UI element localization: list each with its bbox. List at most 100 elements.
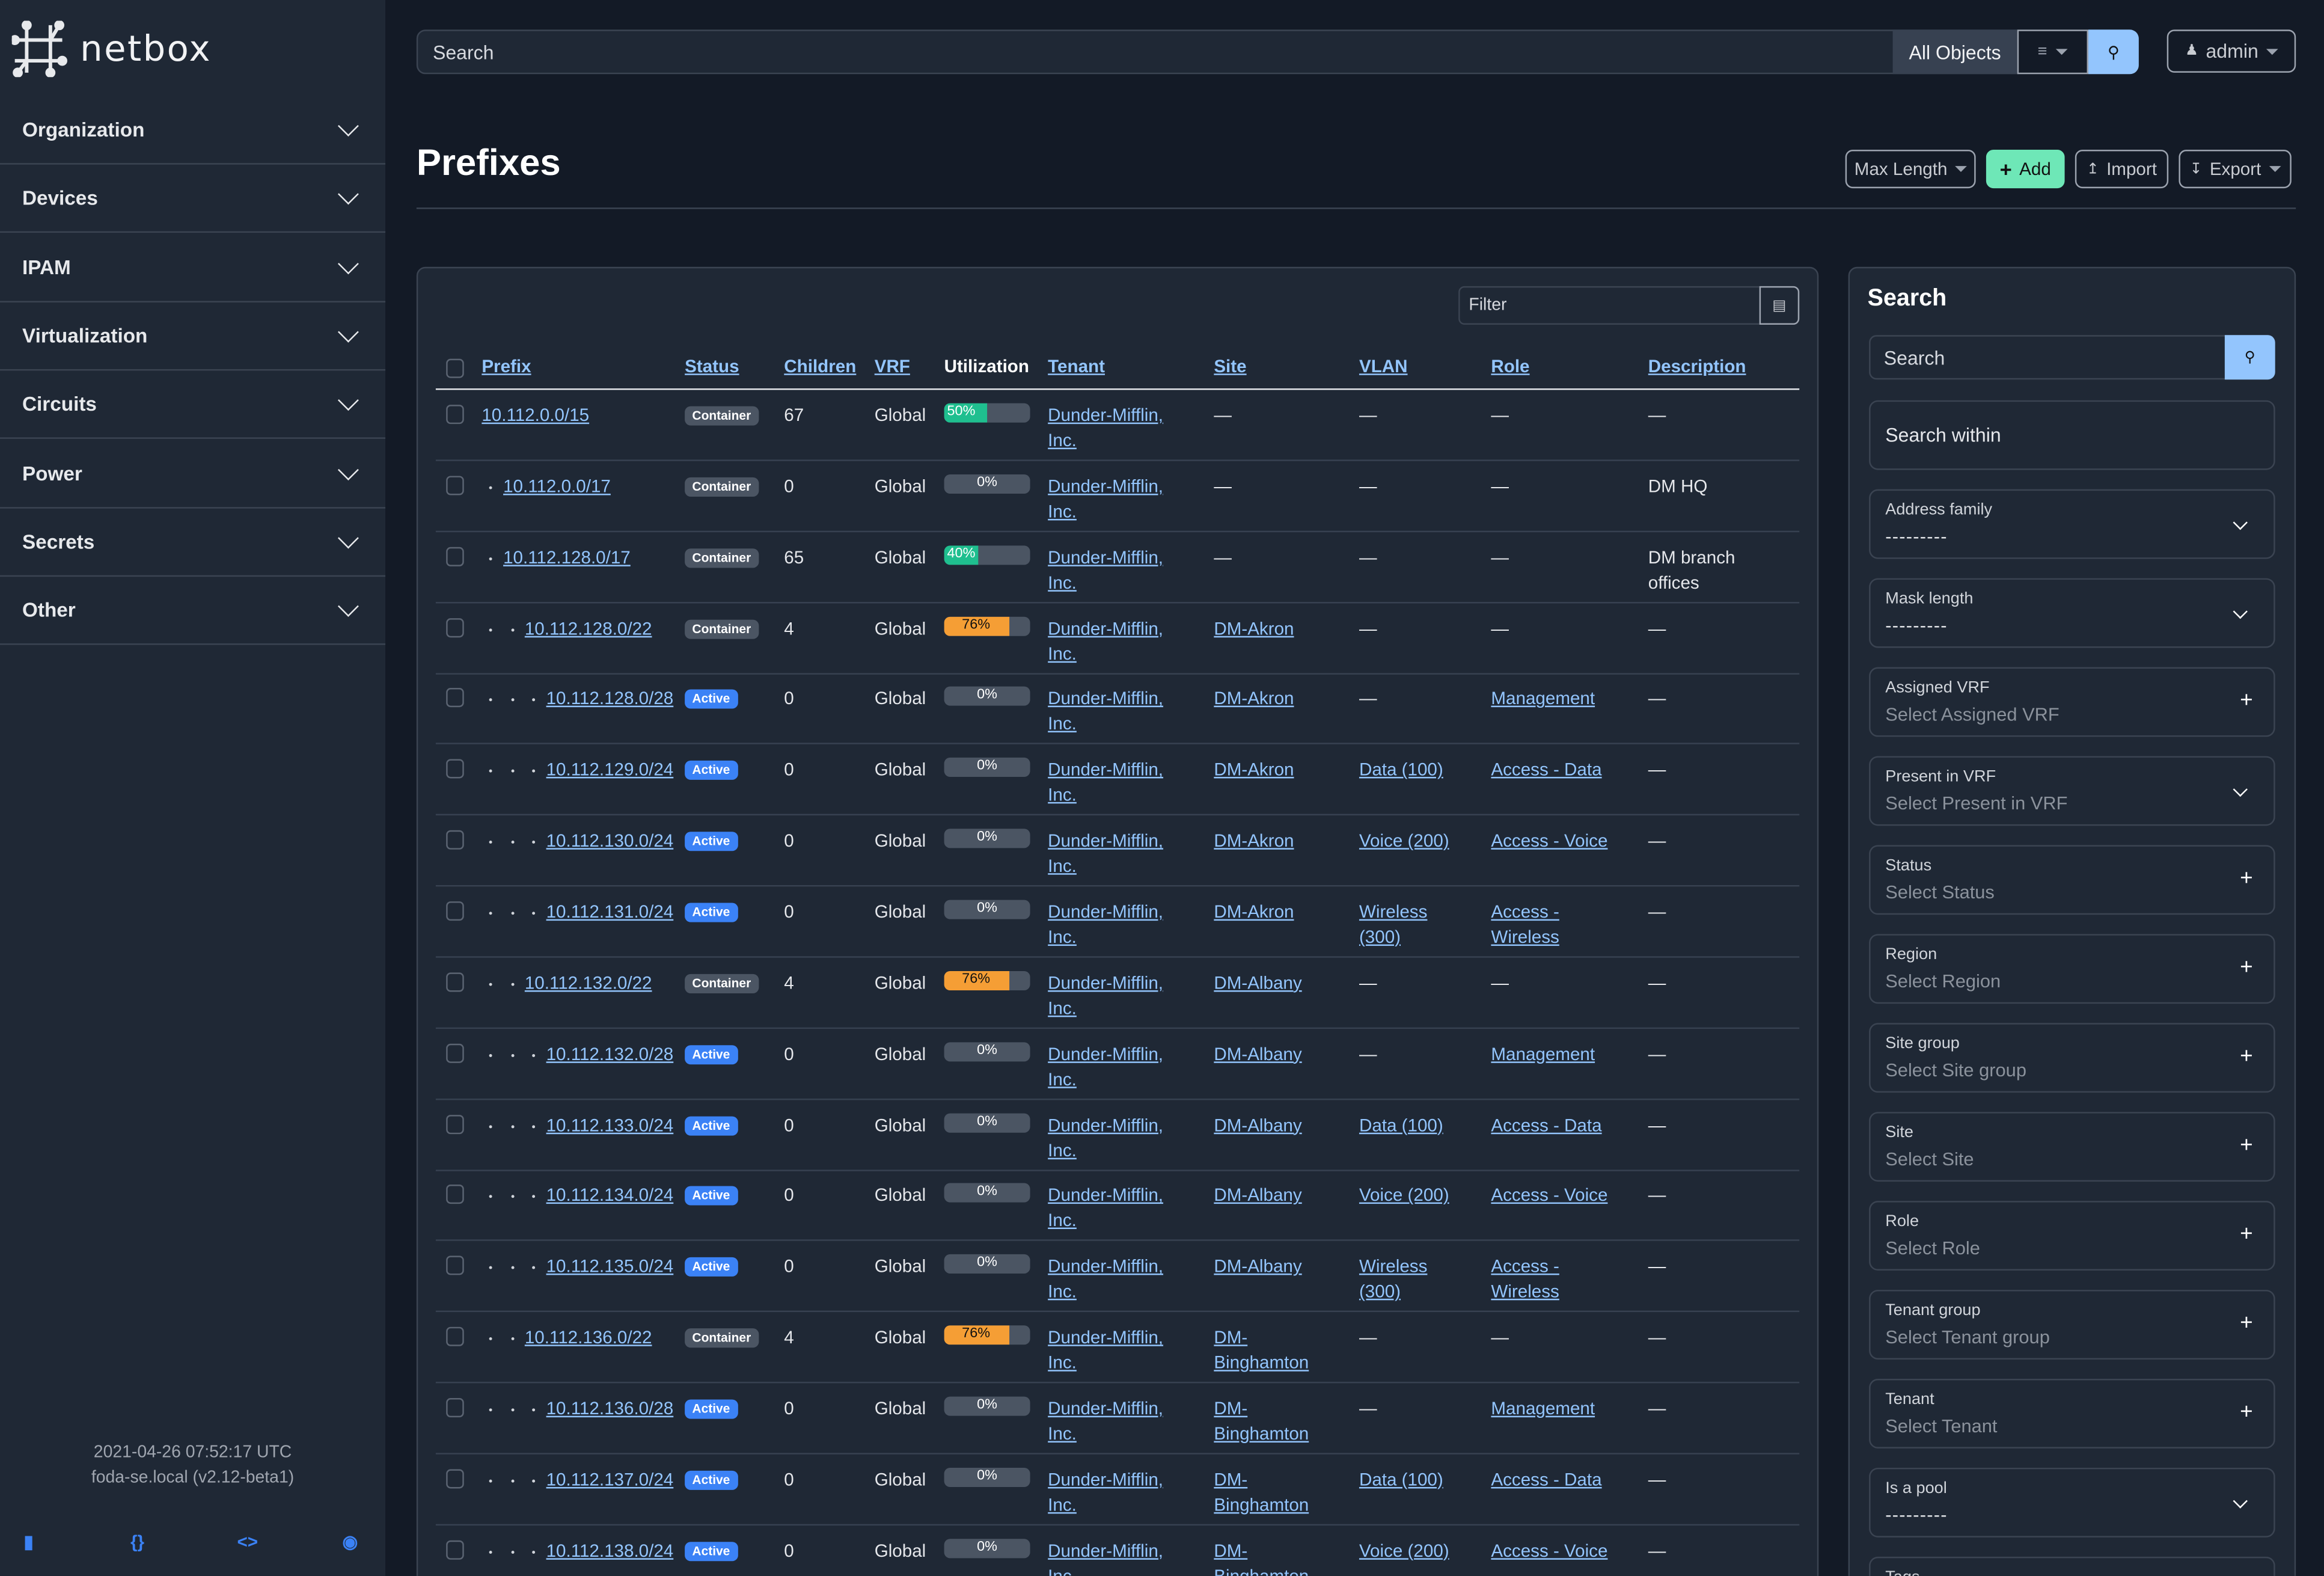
sidebar-item-virtualization[interactable]: Virtualization xyxy=(0,302,386,371)
column-header-vlan[interactable]: VLAN xyxy=(1359,355,1408,377)
row-checkbox[interactable] xyxy=(446,1256,464,1275)
prefix-link[interactable]: 10.112.136.0/28 xyxy=(546,1397,674,1419)
prefix-link[interactable]: 10.112.128.0/22 xyxy=(524,618,652,639)
vlan-link[interactable]: Voice (200) xyxy=(1359,1185,1449,1206)
logo[interactable]: netbox xyxy=(11,20,212,78)
row-checkbox[interactable] xyxy=(446,1539,464,1559)
role-link[interactable]: Access - Voice xyxy=(1491,1185,1608,1206)
prefix-link[interactable]: 10.112.128.0/17 xyxy=(503,547,631,568)
prefix-link[interactable]: 10.112.131.0/24 xyxy=(546,901,674,922)
prefix-link[interactable]: 10.112.132.0/22 xyxy=(524,972,652,993)
filter-region[interactable]: Region Select Region + xyxy=(1869,934,2275,1004)
site-link[interactable]: DM-Binghamton xyxy=(1214,1326,1309,1373)
filter-address-family[interactable]: Address family --------- xyxy=(1869,489,2275,559)
column-header-site[interactable]: Site xyxy=(1214,355,1247,377)
role-link[interactable]: Access - Voice xyxy=(1491,1539,1608,1561)
prefix-link[interactable]: 10.112.0.0/15 xyxy=(482,405,590,426)
export-button[interactable]: ↧ Export xyxy=(2179,150,2292,189)
column-header-children[interactable]: Children xyxy=(784,355,857,377)
prefix-link[interactable]: 10.112.129.0/24 xyxy=(546,759,674,780)
prefix-link[interactable]: 10.112.130.0/24 xyxy=(546,830,674,851)
row-checkbox[interactable] xyxy=(446,1185,464,1204)
sidebar-item-power[interactable]: Power xyxy=(0,440,386,508)
tenant-link[interactable]: Dunder-Mifflin, Inc. xyxy=(1048,1397,1164,1444)
braces-icon[interactable]: {} xyxy=(130,1531,145,1553)
site-link[interactable]: DM-Albany xyxy=(1214,972,1302,993)
sidebar-item-ipam[interactable]: IPAM xyxy=(0,234,386,302)
sidebar-item-secrets[interactable]: Secrets xyxy=(0,508,386,577)
prefix-link[interactable]: 10.112.136.0/22 xyxy=(524,1326,652,1348)
site-link[interactable]: DM-Akron xyxy=(1214,688,1294,710)
book-icon[interactable]: ▮ xyxy=(23,1531,34,1553)
vlan-link[interactable]: Voice (200) xyxy=(1359,1539,1449,1561)
tenant-link[interactable]: Dunder-Mifflin, Inc. xyxy=(1048,759,1164,806)
filter-site[interactable]: Site Select Site + xyxy=(1869,1112,2275,1182)
column-header-role[interactable]: Role xyxy=(1491,355,1530,377)
site-link[interactable]: DM-Akron xyxy=(1214,759,1294,780)
import-button[interactable]: ↥ Import xyxy=(2075,150,2169,189)
column-header-description[interactable]: Description xyxy=(1648,355,1746,377)
site-link[interactable]: DM-Akron xyxy=(1214,830,1294,851)
row-checkbox[interactable] xyxy=(446,405,464,425)
role-link[interactable]: Management xyxy=(1491,688,1595,710)
site-link[interactable]: DM-Albany xyxy=(1214,1043,1302,1064)
tenant-link[interactable]: Dunder-Mifflin, Inc. xyxy=(1048,1539,1164,1576)
tenant-link[interactable]: Dunder-Mifflin, Inc. xyxy=(1048,1185,1164,1231)
tenant-link[interactable]: Dunder-Mifflin, Inc. xyxy=(1048,1468,1164,1515)
row-checkbox[interactable] xyxy=(446,1468,464,1488)
tenant-link[interactable]: Dunder-Mifflin, Inc. xyxy=(1048,901,1164,948)
column-header-tenant[interactable]: Tenant xyxy=(1048,355,1105,377)
site-link[interactable]: DM-Binghamton xyxy=(1214,1397,1309,1444)
filter-present-in-vrf[interactable]: Present in VRF Select Present in VRF xyxy=(1869,756,2275,826)
panel-search-input[interactable]: Search xyxy=(1883,346,1945,369)
vlan-link[interactable]: Data (100) xyxy=(1359,1114,1443,1135)
sidebar-item-devices[interactable]: Devices xyxy=(0,165,386,233)
search-button[interactable]: ⚲ xyxy=(2088,29,2139,75)
row-checkbox[interactable] xyxy=(446,1043,464,1062)
role-link[interactable]: Access - Voice xyxy=(1491,830,1608,851)
tenant-link[interactable]: Dunder-Mifflin, Inc. xyxy=(1048,476,1164,522)
sidebar-item-organization[interactable]: Organization xyxy=(0,96,386,165)
site-link[interactable]: DM-Albany xyxy=(1214,1256,1302,1277)
select-all-checkbox[interactable] xyxy=(446,358,464,378)
row-checkbox[interactable] xyxy=(446,1326,464,1346)
row-checkbox[interactable] xyxy=(446,618,464,637)
search-scope-selector[interactable]: All Objects xyxy=(1892,29,2017,75)
sidebar-item-circuits[interactable]: Circuits xyxy=(0,371,386,440)
vlan-link[interactable]: Voice (200) xyxy=(1359,830,1449,851)
max-length-button[interactable]: Max Length xyxy=(1845,150,1976,189)
tenant-link[interactable]: Dunder-Mifflin, Inc. xyxy=(1048,972,1164,1019)
filter-status[interactable]: Status Select Status + xyxy=(1869,845,2275,915)
prefix-link[interactable]: 10.112.0.0/17 xyxy=(503,476,611,497)
prefix-link[interactable]: 10.112.138.0/24 xyxy=(546,1539,674,1561)
site-link[interactable]: DM-Albany xyxy=(1214,1185,1302,1206)
row-checkbox[interactable] xyxy=(446,547,464,566)
column-header-vrf[interactable]: VRF xyxy=(874,355,910,377)
role-link[interactable]: Access - Wireless xyxy=(1491,1256,1559,1302)
tenant-link[interactable]: Dunder-Mifflin, Inc. xyxy=(1048,405,1164,451)
table-filter-input[interactable]: Filter xyxy=(1469,296,1507,314)
table-config-button[interactable]: ▤ xyxy=(1759,286,1800,325)
row-checkbox[interactable] xyxy=(446,476,464,495)
role-link[interactable]: Access - Data xyxy=(1491,759,1602,780)
prefix-link[interactable]: 10.112.134.0/24 xyxy=(546,1185,674,1206)
row-checkbox[interactable] xyxy=(446,759,464,779)
row-checkbox[interactable] xyxy=(446,688,464,708)
row-checkbox[interactable] xyxy=(446,830,464,850)
user-menu-button[interactable]: ♟ admin xyxy=(2167,29,2296,73)
panel-search-button[interactable]: ⚲ xyxy=(2224,335,2275,380)
row-checkbox[interactable] xyxy=(446,901,464,921)
search-filter-button[interactable]: ≡ xyxy=(2017,29,2089,75)
code-icon[interactable]: <> xyxy=(237,1531,258,1553)
vlan-link[interactable]: Data (100) xyxy=(1359,1468,1443,1490)
prefix-link[interactable]: 10.112.133.0/24 xyxy=(546,1114,674,1135)
column-header-prefix[interactable]: Prefix xyxy=(482,355,531,377)
vlan-link[interactable]: Data (100) xyxy=(1359,759,1443,780)
tenant-link[interactable]: Dunder-Mifflin, Inc. xyxy=(1048,547,1164,593)
tenant-link[interactable]: Dunder-Mifflin, Inc. xyxy=(1048,688,1164,735)
row-checkbox[interactable] xyxy=(446,972,464,992)
prefix-link[interactable]: 10.112.128.0/28 xyxy=(546,688,674,710)
filter-is-a-pool[interactable]: Is a pool --------- xyxy=(1869,1467,2275,1538)
tenant-link[interactable]: Dunder-Mifflin, Inc. xyxy=(1048,1114,1164,1161)
sidebar-item-other[interactable]: Other xyxy=(0,577,386,645)
